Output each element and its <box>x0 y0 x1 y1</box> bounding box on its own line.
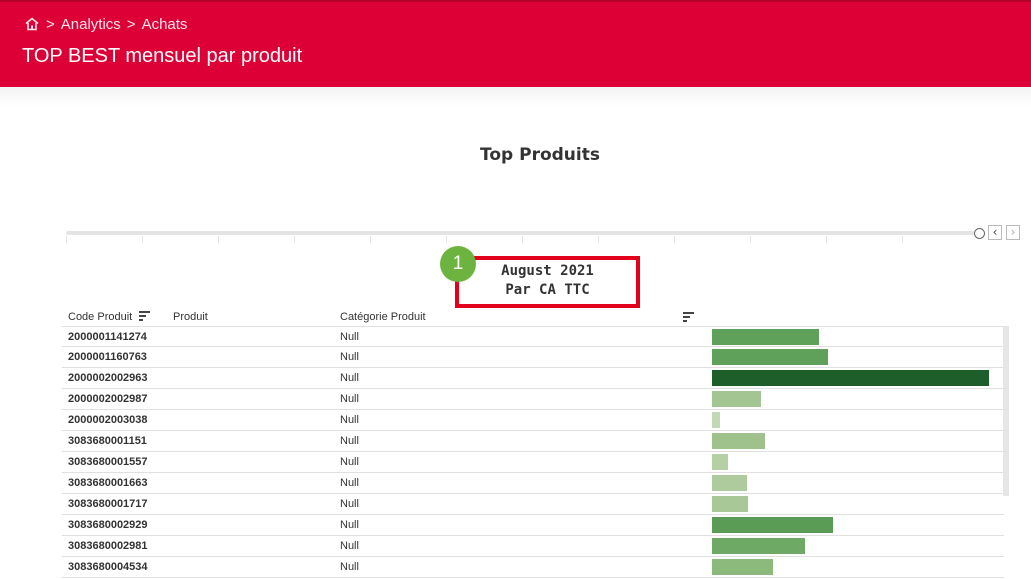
period-month: August 2021 <box>501 263 594 279</box>
prev-icon[interactable]: ‹ <box>988 225 1002 240</box>
value-bar[interactable] <box>712 538 805 554</box>
table-row[interactable]: 2000001160763 Null <box>62 347 1004 368</box>
cell-categorie: Null <box>340 477 359 489</box>
header-shadow <box>0 87 1031 107</box>
cell-code: 3083680004534 <box>68 561 148 573</box>
breadcrumb-achats[interactable]: Achats <box>141 15 188 33</box>
cell-code: 3083680001151 <box>68 435 147 447</box>
value-bar[interactable] <box>712 517 833 533</box>
sort-icon[interactable] <box>683 312 694 322</box>
page-title: TOP BEST mensuel par produit <box>22 45 303 67</box>
cell-code: 3083680001557 <box>68 456 148 468</box>
period-slider[interactable] <box>66 231 974 235</box>
slider-tick <box>66 236 67 243</box>
cell-code: 3083680001717 <box>68 498 148 510</box>
slider-tick <box>674 236 675 243</box>
cell-categorie: Null <box>340 372 359 384</box>
slider-tick <box>598 236 599 243</box>
cell-code: 3083680002981 <box>68 540 148 552</box>
value-bar[interactable] <box>712 559 773 575</box>
cell-categorie: Null <box>340 540 359 552</box>
table-row[interactable]: 3083680001717 Null <box>62 494 1004 515</box>
slider-tick <box>218 236 219 243</box>
table-row[interactable]: 3083680001663 Null <box>62 473 1004 494</box>
table-scrollbar[interactable] <box>1003 326 1009 496</box>
table-row[interactable]: 3083680001557 Null <box>62 452 1004 473</box>
slider-tick <box>826 236 827 243</box>
period-measure: Par CA TTC <box>505 282 590 298</box>
cell-categorie: Null <box>340 456 359 468</box>
value-bar[interactable] <box>712 454 728 470</box>
cell-code: 2000001160763 <box>68 351 147 363</box>
table-row[interactable]: 3083680004534 Null <box>62 557 1004 578</box>
breadcrumb: > Analytics > Achats <box>24 14 187 34</box>
cell-categorie: Null <box>340 498 359 510</box>
period-highlight-box <box>455 256 640 308</box>
table-row[interactable]: 2000002002987 Null <box>62 389 1004 410</box>
next-icon[interactable]: › <box>1006 225 1020 240</box>
value-bar[interactable] <box>712 433 765 449</box>
value-bar[interactable] <box>712 412 720 428</box>
value-bar[interactable] <box>712 496 748 512</box>
value-bar[interactable] <box>712 391 761 407</box>
breadcrumb-separator: > <box>46 15 55 33</box>
cell-code: 2000002002963 <box>68 372 148 384</box>
slider-tick <box>902 236 903 243</box>
period-label: August 2021 Par CA TTC <box>455 262 640 300</box>
cell-code: 3083680001663 <box>68 477 148 489</box>
cell-categorie: Null <box>340 414 359 426</box>
value-bar[interactable] <box>712 329 819 345</box>
page-header: > Analytics > Achats TOP BEST mensuel pa… <box>0 0 1031 87</box>
column-header-code[interactable]: Code Produit <box>68 311 133 323</box>
product-table: 2000001141274 Null 2000001160763 Null 200000… <box>62 326 1004 578</box>
table-row[interactable]: 3083680002929 Null <box>62 515 1004 536</box>
cell-categorie: Null <box>340 351 359 363</box>
value-bar[interactable] <box>712 370 989 386</box>
table-row[interactable]: 2000002002963 Null <box>62 368 1004 389</box>
value-bar[interactable] <box>712 349 828 365</box>
breadcrumb-analytics[interactable]: Analytics <box>60 15 121 33</box>
cell-categorie: Null <box>340 331 359 343</box>
cell-code: 3083680002929 <box>68 519 148 531</box>
slider-handle[interactable] <box>974 228 985 239</box>
slider-tick <box>142 236 143 243</box>
slider-tick <box>446 236 447 243</box>
table-row[interactable]: 2000001141274 Null <box>62 326 1004 347</box>
cell-code: 2000002002987 <box>68 393 148 405</box>
column-header-categorie[interactable]: Catégorie Produit <box>340 311 426 323</box>
table-row[interactable]: 3083680002981 Null <box>62 536 1004 557</box>
sort-icon[interactable] <box>139 311 150 321</box>
cell-code: 2000001141274 <box>68 331 147 343</box>
slider-tick <box>370 236 371 243</box>
cell-code: 2000002003038 <box>68 414 148 426</box>
cell-categorie: Null <box>340 393 359 405</box>
column-header-produit[interactable]: Produit <box>173 311 208 323</box>
slider-tick <box>522 236 523 243</box>
chart-title: Top Produits <box>480 145 600 165</box>
cell-categorie: Null <box>340 561 359 573</box>
cell-categorie: Null <box>340 435 359 447</box>
table-row[interactable]: 3083680001151 Null <box>62 431 1004 452</box>
slider-tick <box>750 236 751 243</box>
breadcrumb-separator: > <box>126 15 136 33</box>
value-bar[interactable] <box>712 475 747 491</box>
table-row[interactable]: 2000002003038 Null <box>62 410 1004 431</box>
home-icon[interactable] <box>24 16 40 32</box>
slider-tick <box>294 236 295 243</box>
step-badge: 1 <box>440 246 476 282</box>
cell-categorie: Null <box>340 519 359 531</box>
